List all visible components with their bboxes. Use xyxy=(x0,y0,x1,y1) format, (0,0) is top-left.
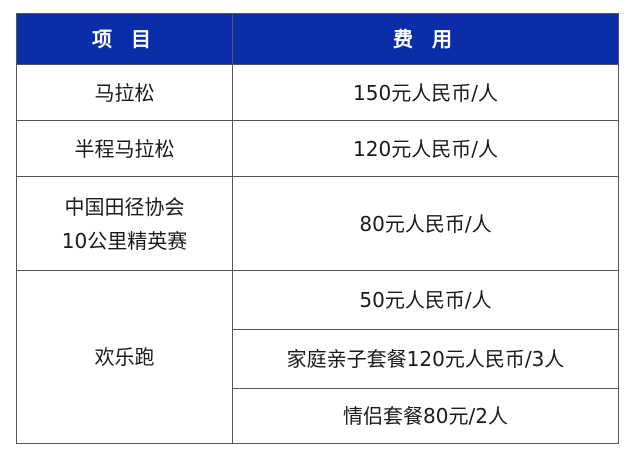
table-row: 马拉松 150元人民币/人 xyxy=(16,64,619,121)
item-cell: 半程马拉松 xyxy=(16,120,233,177)
item-cell: 马拉松 xyxy=(16,64,233,121)
fee-cell: 80元人民币/人 xyxy=(232,176,619,271)
item-line: 中国田径协会 xyxy=(64,194,185,219)
fee-cell: 情侣套餐80元/2人 xyxy=(232,388,619,444)
fee-cell: 120元人民币/人 xyxy=(232,120,619,177)
fee-cell: 家庭亲子套餐120元人民币/3人 xyxy=(232,329,619,389)
table-row: 半程马拉松 120元人民币/人 xyxy=(16,120,619,177)
header-item: 项 目 xyxy=(16,13,233,65)
item-line: 10公里精英赛 xyxy=(61,228,188,253)
table-row: 欢乐跑 50元人民币/人 xyxy=(16,270,619,444)
item-cell: 中国田径协会 10公里精英赛 xyxy=(16,176,233,271)
header-row: 项 目 费 用 xyxy=(16,13,619,65)
table-row: 中国田径协会 10公里精英赛 80元人民币/人 xyxy=(16,176,619,271)
table-row: 情侣套餐80元/2人 xyxy=(17,388,619,444)
item-cell: 欢乐跑 xyxy=(16,270,233,444)
fee-cell: 50元人民币/人 xyxy=(232,270,619,330)
header-fee: 费 用 xyxy=(232,13,619,65)
fee-table: 项 目 费 用 马拉松 150元人民币/人 半程马拉松 120元人民币/人 中国… xyxy=(16,13,619,444)
table-row: 家庭亲子套餐120元人民币/3人 xyxy=(17,329,619,389)
fee-cell: 150元人民币/人 xyxy=(232,64,619,121)
